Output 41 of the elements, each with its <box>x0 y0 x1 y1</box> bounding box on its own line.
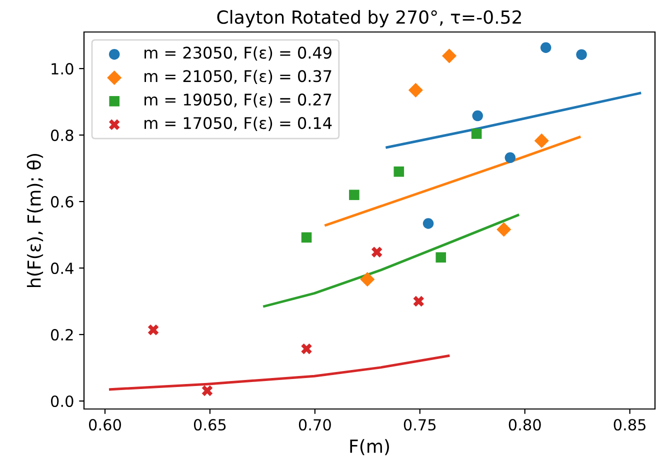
x-tick-label: 0.80 <box>508 418 541 431</box>
point <box>408 82 423 98</box>
point <box>472 110 483 122</box>
y-tick-label: 1.0 <box>52 63 74 75</box>
line-series <box>324 136 581 226</box>
x-tick-label: 0.85 <box>614 418 646 431</box>
point <box>471 128 482 139</box>
point <box>496 222 512 237</box>
point <box>371 246 382 258</box>
point <box>422 218 434 229</box>
point <box>534 133 549 148</box>
point <box>202 385 213 396</box>
point <box>349 190 360 200</box>
point <box>301 232 312 243</box>
point <box>394 166 404 177</box>
x-tick-label: 0.60 <box>88 418 121 431</box>
point <box>360 272 375 287</box>
legend-label: m = 23050, F(ε) = 0.49 <box>144 46 332 61</box>
y-tick-label: 0.4 <box>50 262 74 274</box>
y-tick-label: 0.0 <box>50 395 74 408</box>
x-tick-label: 0.70 <box>298 418 331 431</box>
x-tick-label: 0.65 <box>194 418 226 431</box>
point <box>442 48 457 64</box>
x-tick-label: 0.75 <box>404 418 436 431</box>
point <box>436 252 446 263</box>
point <box>413 296 424 307</box>
point <box>576 49 587 60</box>
y-tick-label: 0.2 <box>50 328 73 341</box>
y-axis-title: h(F(ε), F(m); θ) <box>26 154 44 287</box>
legend-label: m = 19050, F(ε) = 0.27 <box>144 93 332 108</box>
point <box>301 343 312 354</box>
x-axis-title: F(m) <box>350 439 389 456</box>
legend-label: m = 17050, F(ε) = 0.14 <box>144 116 332 131</box>
point <box>504 152 516 164</box>
point <box>540 42 552 54</box>
chart-title: Clayton Rotated by 270°, τ=-0.52 <box>217 10 521 28</box>
line-series <box>263 214 520 308</box>
legend-label: m = 21050, F(ε) = 0.37 <box>144 70 332 84</box>
point <box>148 324 159 336</box>
y-tick-label: 0.6 <box>50 196 74 208</box>
y-tick-label: 0.8 <box>50 130 74 142</box>
